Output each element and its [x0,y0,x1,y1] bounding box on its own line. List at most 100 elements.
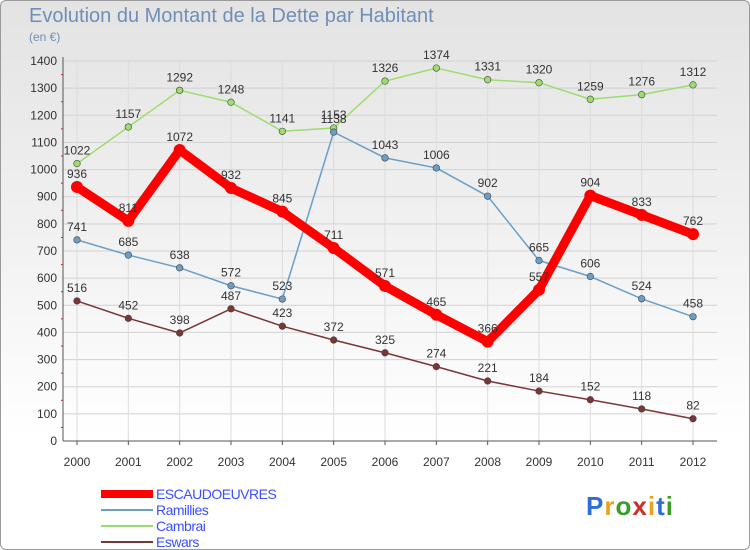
data-label-eswars: 325 [375,333,395,347]
logo-letter: t [656,491,666,521]
data-label-escaudoeuvres: 762 [683,214,703,228]
data-point-cambrai [124,123,132,131]
data-point-ramillies [278,295,286,303]
data-label-ramillies: 685 [118,235,138,249]
data-label-cambrai: 1259 [577,79,604,93]
data-point-cambrai [484,76,492,84]
data-label-escaudoeuvres: 711 [324,228,343,242]
data-label-cambrai: 1153 [321,108,347,122]
data-label-ramillies: 1006 [423,148,450,162]
data-label-escaudoeuvres: 845 [272,192,292,206]
data-point-ramillies [535,256,543,265]
data-label-eswars: 372 [324,320,344,334]
data-label-cambrai: 1374 [423,48,450,62]
data-point-escaudoeuvres [687,228,699,241]
data-point-escaudoeuvres [635,208,648,221]
data-label-ramillies: 606 [580,257,600,271]
data-label-escaudoeuvres: 936 [67,167,87,181]
data-label-cambrai: 1331 [474,60,501,74]
data-label-cambrai: 1312 [680,65,707,79]
y-tick-label: 900 [37,190,57,204]
data-label-eswars: 398 [170,313,190,327]
data-label-eswars: 274 [426,347,446,361]
data-label-ramillies: 1043 [372,138,399,152]
chart-title: Evolution du Montant de la Dette par Hab… [29,5,434,27]
data-point-escaudoeuvres [430,308,443,321]
x-tick-label: 2010 [577,455,604,469]
data-point-cambrai [586,95,594,103]
logo-letter: x [632,491,648,521]
x-tick-label: 2001 [115,455,142,469]
data-label-ramillies: 523 [272,279,292,293]
data-label-eswars: 423 [272,306,292,320]
y-tick-label: 300 [37,353,57,367]
data-point-eswars [330,336,338,344]
y-tick-label: 1000 [30,163,57,177]
data-point-ramillies [381,154,389,162]
data-point-cambrai [689,81,697,89]
data-point-eswars [381,349,389,357]
data-label-ramillies: 902 [478,176,498,190]
y-tick-label: 800 [37,217,57,231]
data-point-cambrai [381,77,389,85]
y-tick-label: 700 [37,244,57,258]
data-label-cambrai: 1320 [526,63,553,77]
data-label-eswars: 152 [580,380,600,394]
chart-subtitle: (en €) [29,30,61,44]
legend-label: Eswars [156,534,199,550]
data-point-cambrai [73,160,81,168]
y-tick-label: 0 [50,434,57,448]
data-label-eswars: 221 [478,361,498,375]
data-point-cambrai [638,91,646,99]
logo-letter: i [665,491,674,521]
x-tick-label: 2008 [474,455,501,469]
data-point-ramillies [586,272,594,281]
data-point-eswars [278,322,286,330]
grid-layer [63,60,717,442]
y-tick-label: 100 [37,407,57,421]
x-tick-label: 2002 [166,455,193,469]
data-point-eswars [689,415,697,423]
y-tick-label: 400 [37,325,57,339]
data-point-cambrai [432,64,440,72]
data-point-eswars [432,363,440,371]
data-label-escaudoeuvres: 904 [580,176,600,190]
data-point-eswars [638,405,646,413]
data-point-escaudoeuvres [379,280,391,293]
data-point-eswars [227,305,235,313]
data-point-eswars [484,377,492,385]
data-point-ramillies [484,192,492,200]
legend-swatch [101,490,153,498]
data-point-eswars [124,314,132,322]
data-point-cambrai [176,86,184,94]
data-point-escaudoeuvres [122,214,135,227]
legend-label: Ramillies [156,502,209,518]
data-label-cambrai: 1157 [115,107,141,121]
data-label-escaudoeuvres: 557 [529,270,549,284]
x-tick-label: 2011 [629,455,655,469]
data-label-ramillies: 458 [683,297,703,311]
data-point-escaudoeuvres [276,205,289,218]
logo-letter: r [604,491,616,521]
data-point-ramillies [330,128,338,136]
y-tick-label: 200 [37,380,57,394]
data-point-ramillies [432,164,440,172]
x-tick-label: 2006 [372,455,399,469]
data-label-escaudoeuvres: 465 [426,295,446,309]
logo-letter: o [615,491,633,521]
data-point-escaudoeuvres [71,180,83,193]
data-point-escaudoeuvres [225,182,237,195]
data-point-cambrai [278,127,286,135]
x-tick-label: 2005 [320,455,347,469]
data-point-ramillies [176,264,184,272]
data-label-escaudoeuvres: 811 [119,201,138,215]
data-label-ramillies: 741 [67,220,87,234]
legend-swatch [101,525,153,527]
proxiti-logo: Proxiti [586,491,674,522]
legend-swatch [101,541,153,543]
data-point-ramillies [638,295,646,303]
data-label-layer: 936 811 1072 932 845 711 571 465 366 557 904 833 762… [64,48,707,413]
y-tick-label: 500 [37,298,57,312]
legend-label: ESCAUDOEUVRES [156,486,277,502]
